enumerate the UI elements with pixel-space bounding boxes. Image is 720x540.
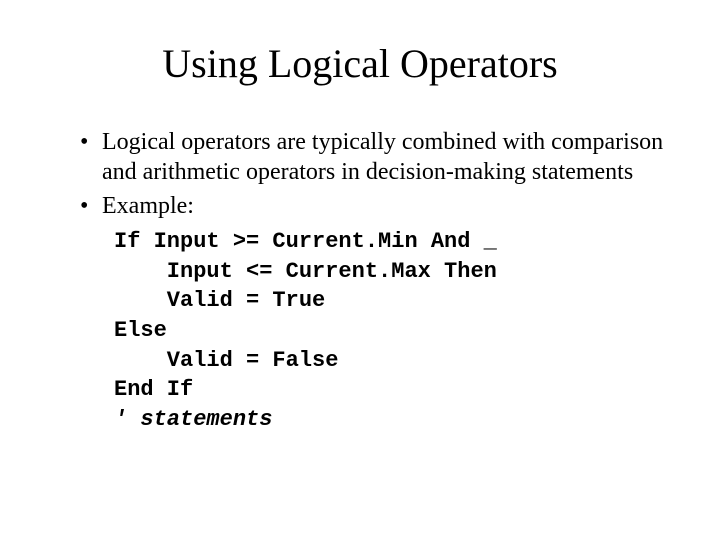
code-block: If Input >= Current.Min And _ Input <= C…	[114, 227, 670, 435]
bullet-item: Logical operators are typically combined…	[80, 127, 670, 187]
bullet-list: Logical operators are typically combined…	[50, 127, 670, 221]
slide-title: Using Logical Operators	[50, 40, 670, 87]
code-line: Input <= Current.Max Then	[114, 259, 497, 284]
code-line: If Input >= Current.Min And _	[114, 229, 497, 254]
code-line: Valid = True	[114, 288, 325, 313]
code-line: Else	[114, 318, 167, 343]
slide: Using Logical Operators Logical operator…	[0, 0, 720, 540]
bullet-item: Example:	[80, 191, 670, 221]
code-line: End If	[114, 377, 193, 402]
code-line: ' statements	[114, 407, 272, 432]
code-line: Valid = False	[114, 348, 338, 373]
